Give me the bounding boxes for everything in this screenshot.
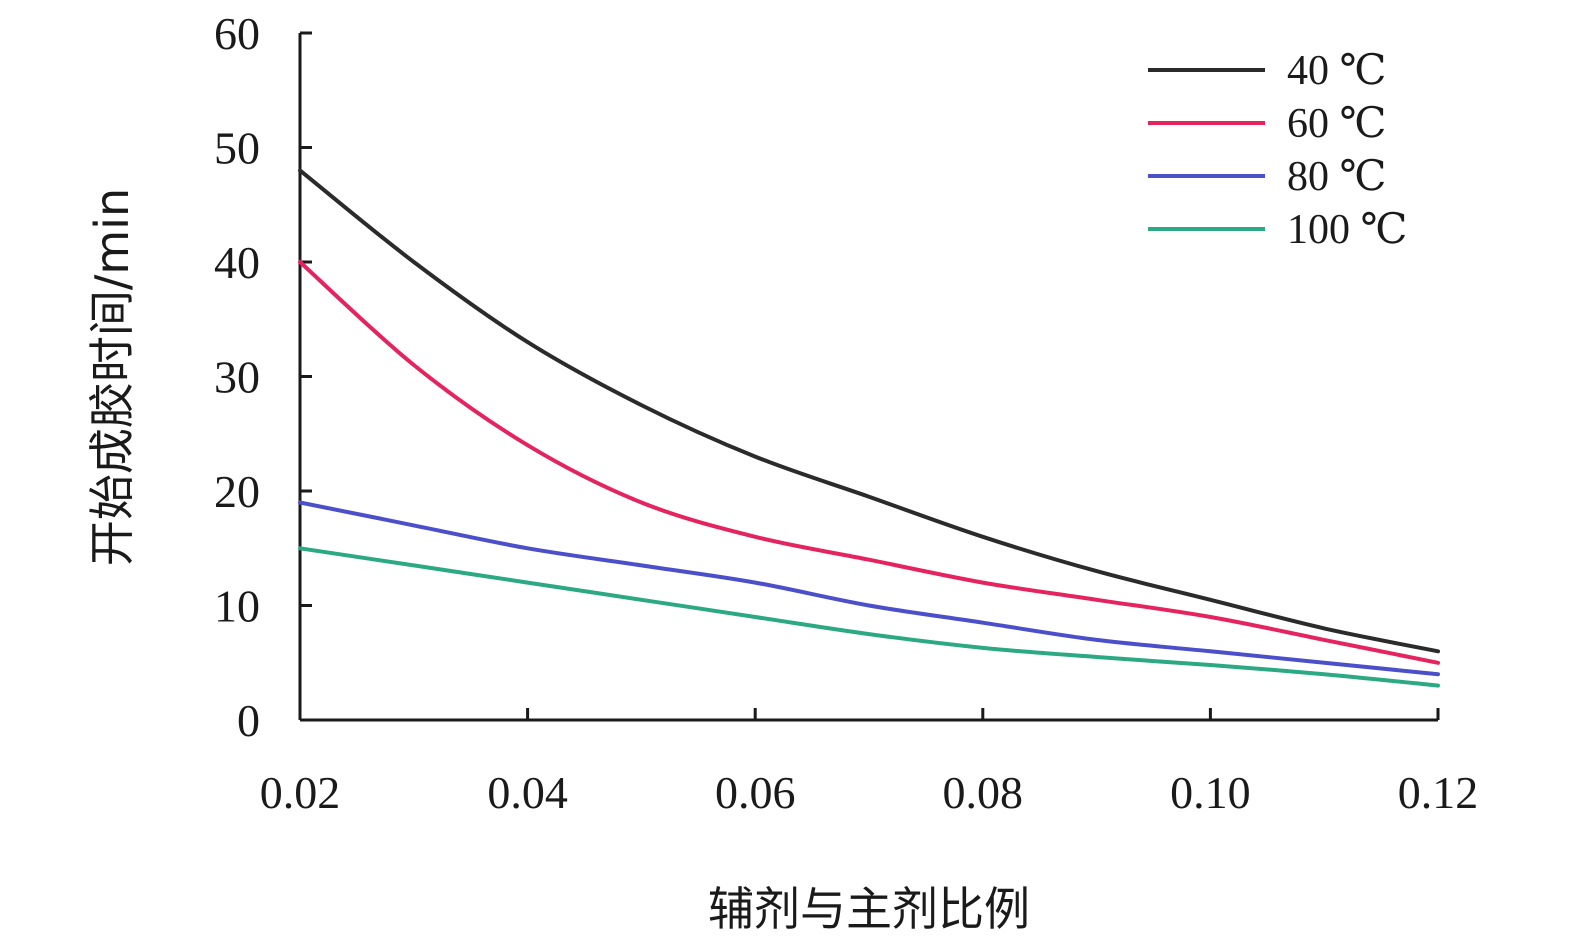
x-axis-title: 辅剂与主剂比例 (708, 882, 1030, 936)
y-tick-label: 40 (214, 237, 260, 288)
y-axis-ticks: 0 10 20 30 40 50 60 (214, 8, 312, 746)
legend: 40 ℃ 60 ℃ 80 ℃ 100 ℃ (1148, 48, 1407, 253)
legend-label: 60 ℃ (1287, 101, 1386, 147)
legend-label: 100 ℃ (1287, 207, 1407, 253)
x-tick-label: 0.08 (943, 767, 1024, 818)
y-tick-label: 50 (214, 123, 260, 174)
y-tick-label: 10 (214, 581, 260, 632)
legend-label: 40 ℃ (1287, 48, 1386, 94)
x-tick-label: 0.12 (1398, 767, 1479, 818)
axes (298, 33, 1438, 722)
y-tick-label: 30 (214, 352, 260, 403)
y-tick-label: 20 (214, 466, 260, 517)
series-line-0 (298, 168, 1440, 654)
y-axis-title: 开始成胶时间/min (85, 188, 139, 566)
y-tick-label: 60 (214, 8, 260, 59)
y-tick-label: 0 (237, 695, 260, 746)
x-tick-label: 0.04 (487, 767, 568, 818)
x-tick-label: 0.06 (715, 767, 796, 818)
legend-label: 80 ℃ (1287, 154, 1386, 200)
x-axis-ticks: 0.02 0.04 0.06 0.08 0.10 0.12 (260, 708, 1479, 818)
series-line-3 (298, 546, 1440, 688)
x-tick-label: 0.02 (260, 767, 341, 818)
series-line-2 (298, 500, 1440, 677)
x-tick-label: 0.10 (1170, 767, 1251, 818)
series-lines (298, 168, 1440, 688)
series-line-1 (298, 260, 1440, 665)
